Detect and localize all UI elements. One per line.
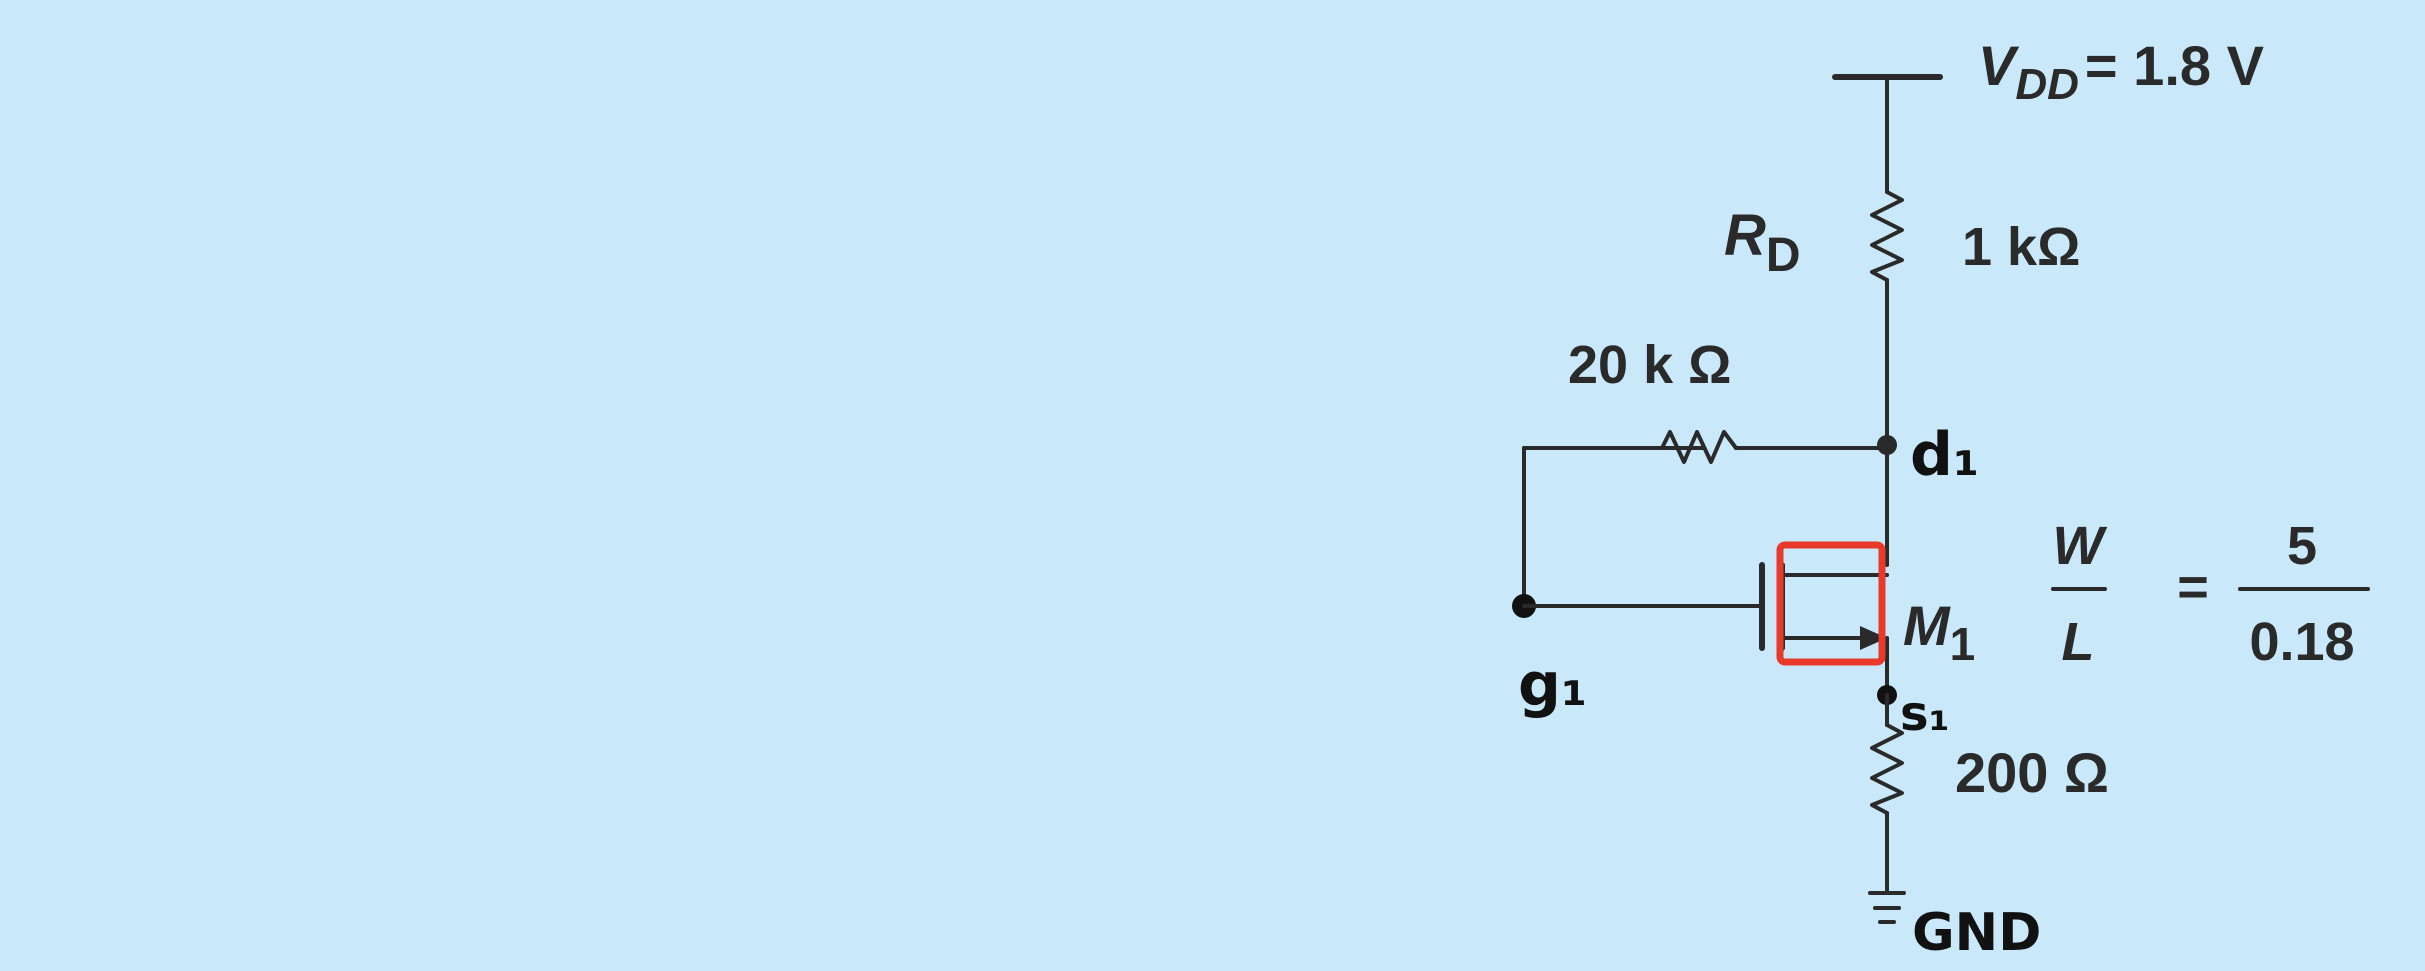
- source-resistor: [1870, 723, 1904, 815]
- vdd-symbol: V: [1978, 34, 2020, 97]
- vdd-value: = 1.8 V: [2085, 34, 2264, 97]
- rd-value: 1 kΩ: [1962, 217, 2080, 277]
- m1-subscript: 1: [1950, 618, 1976, 670]
- mosfet-source-arrow: [1860, 626, 1887, 650]
- ground-symbol: [1868, 891, 1906, 924]
- ground-label: GND: [1912, 903, 2041, 963]
- l-label: L: [2062, 612, 2095, 672]
- w-label: W: [2053, 516, 2108, 576]
- vdd-label: VDD = 1.8 V: [1978, 34, 2264, 109]
- m1-label: M1: [1903, 594, 1975, 670]
- m1-symbol: M: [1903, 594, 1951, 657]
- source-label: s₁: [1900, 686, 1950, 742]
- rd-symbol: R: [1724, 203, 1766, 268]
- rd-subscript: D: [1766, 229, 1801, 282]
- aspect-denominator: 0.18: [2249, 612, 2354, 672]
- rd-resistor: [1870, 190, 1904, 282]
- gate-label: g₁: [1518, 650, 1587, 720]
- equals-sign: =: [2177, 557, 2209, 617]
- feedback-resistor-value: 20 k Ω: [1568, 335, 1731, 395]
- vdd-subscript: DD: [2015, 60, 2079, 109]
- mosfet-highlight-box: [1776, 541, 1886, 666]
- rd-label: RD: [1724, 203, 1801, 282]
- aspect-numerator: 5: [2287, 516, 2317, 576]
- feedback-resistor: [1660, 430, 1738, 464]
- source-resistor-value: 200 Ω: [1955, 741, 2109, 804]
- drain-label: d₁: [1910, 420, 1979, 490]
